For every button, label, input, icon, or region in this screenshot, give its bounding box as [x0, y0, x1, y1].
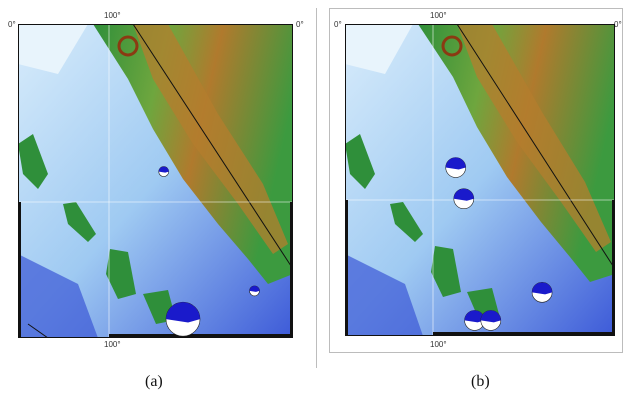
frame-right-bar: [612, 200, 615, 336]
island-simeulue: [18, 134, 48, 189]
island-nias: [63, 202, 96, 242]
island-siberut: [431, 246, 461, 297]
topographic-map-b: [345, 24, 615, 336]
shelf-area: [345, 24, 413, 74]
deep-ocean-area: [18, 254, 98, 338]
focal-mechanism-compression-quadrant: [532, 282, 553, 295]
shelf-area: [18, 24, 88, 74]
tick-bottom-lon: 100°: [430, 340, 447, 349]
focal-mechanisms-b: [445, 157, 553, 331]
trench-line: [27, 323, 49, 338]
sumatra-landmass: [418, 24, 615, 282]
focal-mechanism: [480, 310, 502, 331]
caption-b: (b): [471, 373, 490, 390]
focal-mechanism-compression-quadrant: [249, 285, 260, 292]
tick-left-lat: 0°: [334, 20, 342, 29]
topographic-map-a: [18, 24, 293, 338]
island-simeulue: [345, 134, 375, 189]
focal-mechanism: [158, 166, 170, 177]
crater: [441, 35, 463, 57]
frame-bottom-bar: [109, 334, 293, 338]
fault-line: [132, 24, 293, 270]
frame-right-bar: [290, 202, 293, 338]
frame-left-bar: [18, 202, 21, 338]
caption-a: (a): [145, 373, 163, 390]
frame-bottom-bar: [433, 332, 615, 336]
focal-mechanism: [165, 301, 201, 337]
island-nias: [390, 202, 423, 242]
map-svg-a: [18, 24, 293, 338]
focal-mechanism: [445, 157, 466, 178]
crater: [117, 35, 139, 57]
focal-mechanism: [249, 285, 260, 297]
fault-line: [456, 24, 615, 270]
focal-mechanism-compression-quadrant: [445, 157, 466, 170]
map-svg-b: [345, 24, 615, 336]
frame-left-bar: [345, 200, 348, 336]
panel-b-frame: [329, 8, 623, 353]
panel-divider: [316, 8, 317, 368]
tick-bottom-lon: 100°: [104, 340, 121, 349]
tick-top-lon: 100°: [430, 11, 447, 20]
tick-right-lat: 0°: [614, 20, 622, 29]
tick-top-lon: 100°: [104, 11, 121, 20]
focal-mechanism-compression-quadrant: [464, 310, 485, 323]
tick-left-lat: 0°: [8, 20, 16, 29]
focal-mechanism: [531, 282, 553, 303]
focal-mechanism-compression-quadrant: [166, 302, 200, 323]
island-siberut: [106, 249, 136, 299]
focal-mechanism-compression-quadrant: [480, 310, 501, 323]
focal-mechanism: [453, 188, 475, 210]
focal-mechanisms-a: [158, 166, 260, 337]
sumatra-landmass: [93, 24, 293, 284]
highland-band: [133, 24, 288, 254]
deep-ocean-area: [345, 254, 423, 336]
tick-right-lat: 0°: [296, 20, 304, 29]
highland-band: [457, 24, 611, 252]
focal-mechanism-compression-quadrant: [453, 188, 474, 201]
focal-mechanism-compression-quadrant: [158, 166, 169, 173]
